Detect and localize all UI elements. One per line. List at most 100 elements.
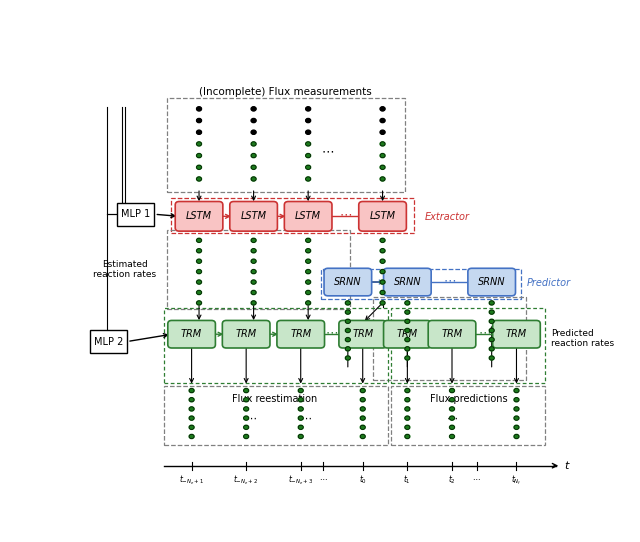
Circle shape [405,407,410,411]
Circle shape [405,398,410,402]
Circle shape [189,389,194,392]
Circle shape [346,319,350,324]
Circle shape [196,153,202,158]
Text: $\cdots$: $\cdots$ [245,412,257,423]
Circle shape [346,301,350,305]
Text: TRM: TRM [181,329,202,339]
Circle shape [251,107,256,111]
Text: TRM: TRM [506,329,527,339]
Circle shape [298,425,303,429]
Circle shape [449,407,454,411]
Text: TRM: TRM [352,329,373,339]
Circle shape [405,347,410,351]
Circle shape [405,434,410,438]
FancyBboxPatch shape [324,268,372,296]
Circle shape [380,142,385,146]
Text: $t_1$: $t_1$ [403,473,412,486]
Bar [164,386,388,445]
Circle shape [189,416,194,420]
Circle shape [196,291,202,295]
Text: SRNN: SRNN [334,277,362,287]
FancyBboxPatch shape [277,320,324,348]
Circle shape [298,389,303,392]
Circle shape [196,165,202,169]
Text: TRM: TRM [290,329,311,339]
Circle shape [251,153,256,158]
Circle shape [514,398,519,402]
Bar [167,230,350,309]
Circle shape [405,416,410,420]
Text: $t_2$: $t_2$ [448,473,456,486]
FancyBboxPatch shape [428,320,476,348]
Circle shape [405,301,410,305]
Text: $t_{-N_e+1}$: $t_{-N_e+1}$ [179,473,204,487]
Circle shape [346,328,350,333]
Circle shape [405,319,410,324]
Text: SRNN: SRNN [394,277,421,287]
Text: TRM: TRM [397,329,418,339]
Circle shape [449,425,454,429]
Circle shape [346,356,350,360]
FancyBboxPatch shape [222,320,270,348]
Text: $\cdots$: $\cdots$ [445,328,458,341]
Text: MLP 1: MLP 1 [121,209,150,220]
Text: $\cdots$: $\cdots$ [446,412,458,423]
Circle shape [306,238,310,242]
Circle shape [244,398,248,402]
Text: $\cdots$: $\cdots$ [319,473,328,482]
Bar [321,269,522,299]
Circle shape [251,165,256,169]
Text: Extractor: Extractor [425,211,470,222]
Text: $\cdots$: $\cdots$ [443,274,456,287]
Circle shape [251,249,256,253]
Circle shape [346,347,350,351]
Circle shape [360,425,365,429]
Circle shape [405,328,410,333]
Circle shape [196,177,202,181]
Circle shape [405,389,410,392]
Text: $t_{-N_e+3}$: $t_{-N_e+3}$ [288,473,314,487]
Circle shape [298,407,303,411]
Circle shape [380,119,385,122]
Text: $\cdots$: $\cdots$ [325,326,339,339]
Circle shape [380,269,385,274]
Text: TRM: TRM [442,329,463,339]
Text: (Incomplete) Flux measurements: (Incomplete) Flux measurements [200,87,372,97]
Circle shape [449,416,454,420]
Circle shape [360,407,365,411]
Circle shape [196,142,202,146]
Circle shape [298,398,303,402]
Circle shape [346,310,350,314]
Circle shape [489,328,494,333]
Text: Predicted
reaction rates: Predicted reaction rates [551,328,614,348]
Text: $\cdots$: $\cdots$ [339,208,352,221]
Circle shape [489,310,494,314]
Circle shape [380,238,385,242]
Circle shape [449,434,454,438]
FancyBboxPatch shape [493,320,540,348]
FancyBboxPatch shape [284,202,332,231]
Circle shape [189,407,194,411]
Text: Predictor: Predictor [527,278,570,288]
Circle shape [449,389,454,392]
Circle shape [489,301,494,305]
Circle shape [514,389,519,392]
Circle shape [189,434,194,438]
FancyBboxPatch shape [339,320,387,348]
Circle shape [189,398,194,402]
Circle shape [306,249,310,253]
Bar [164,308,388,383]
Text: Estimated
reaction rates: Estimated reaction rates [93,260,156,279]
Circle shape [306,280,310,284]
Circle shape [380,130,385,134]
Text: $\cdots$: $\cdots$ [321,263,335,276]
Circle shape [196,119,202,122]
Circle shape [196,259,202,263]
Circle shape [405,338,410,342]
Circle shape [306,259,310,263]
Circle shape [244,407,248,411]
Circle shape [306,301,310,305]
Circle shape [489,356,494,360]
Text: LSTM: LSTM [241,211,267,221]
Circle shape [514,425,519,429]
